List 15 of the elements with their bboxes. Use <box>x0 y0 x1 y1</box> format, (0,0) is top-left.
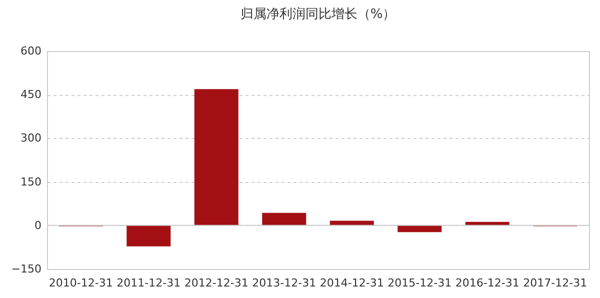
x-tick-label: 2016-12-31 <box>455 276 520 290</box>
y-tick-label: 450 <box>20 88 42 102</box>
y-tick-label: 300 <box>20 132 42 145</box>
x-tick-label: 2010-12-31 <box>48 276 113 290</box>
x-tick-label: 2015-12-31 <box>388 276 452 290</box>
x-tick-label: 2011-12-31 <box>116 276 181 290</box>
y-tick-label: 0 <box>34 218 42 232</box>
x-tick-label: 2014-12-31 <box>320 276 384 290</box>
x-tick-label: 2017-12-31 <box>523 276 588 290</box>
y-tick-label: −150 <box>11 262 42 276</box>
x-tick-label: 2013-12-31 <box>252 276 316 290</box>
y-tick-label: 150 <box>20 175 42 188</box>
y-tick-label: 600 <box>20 44 42 58</box>
chart-title: 归属净利润同比增长（%） <box>240 7 396 22</box>
x-tick-label: 2012-12-31 <box>184 276 248 290</box>
